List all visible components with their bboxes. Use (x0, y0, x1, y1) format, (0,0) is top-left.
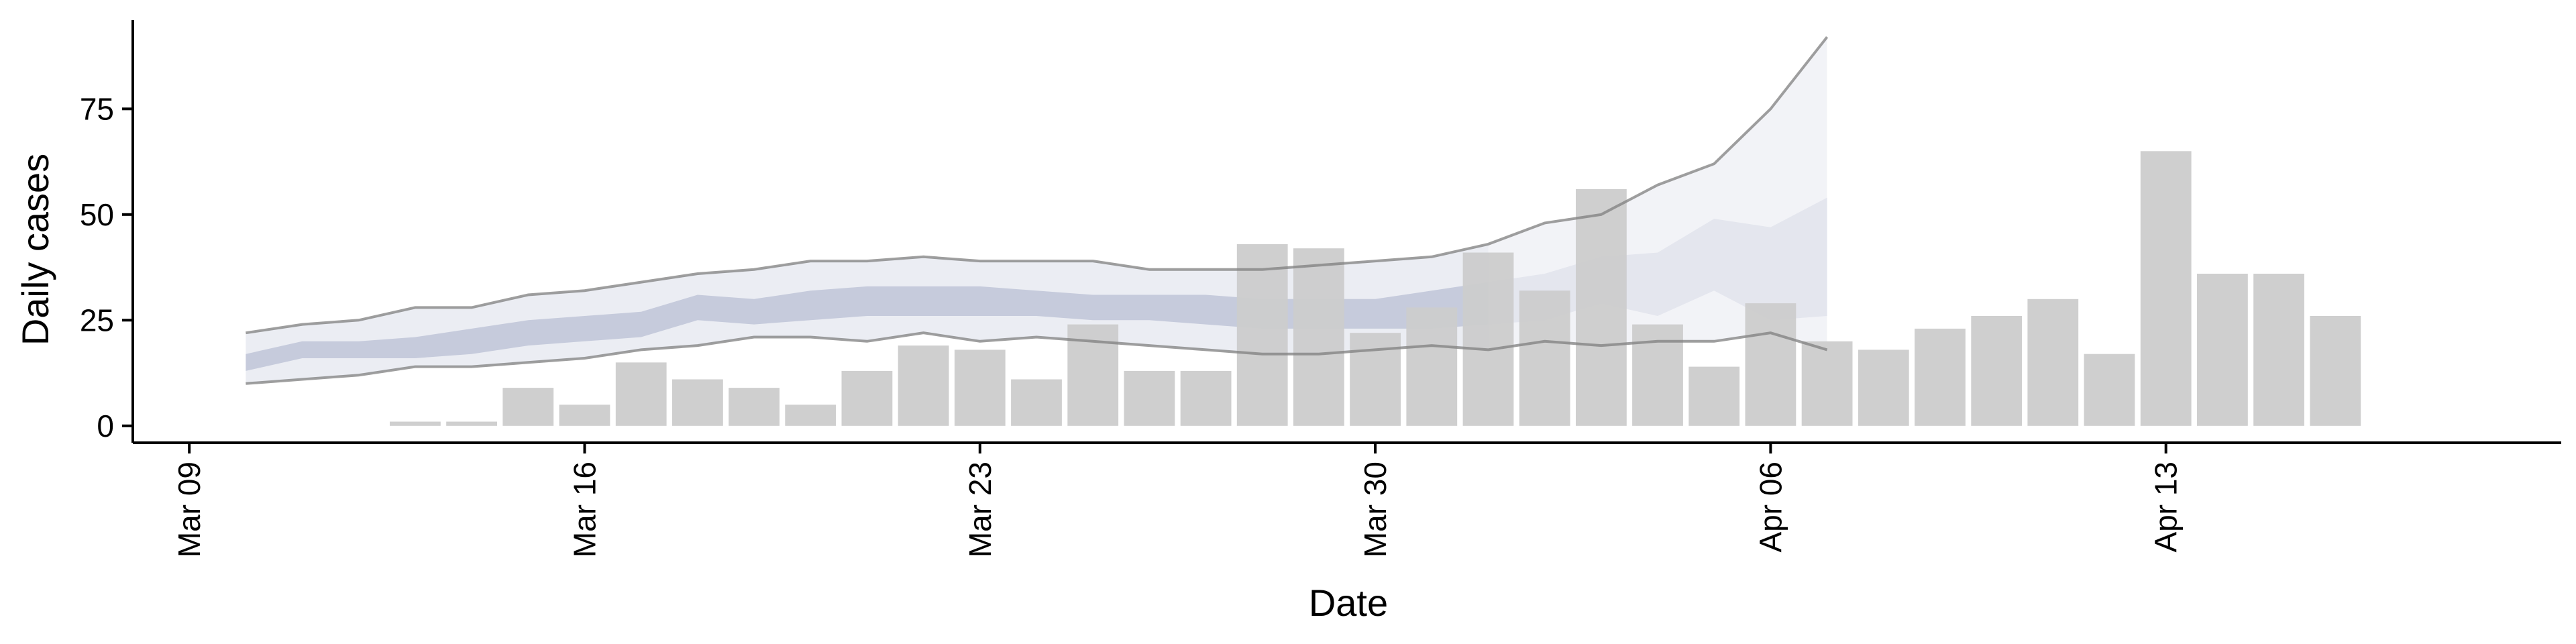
bar (954, 350, 1006, 426)
bar (2310, 316, 2361, 426)
bar (841, 370, 893, 426)
bar (1180, 370, 1232, 426)
bar (1293, 248, 1344, 426)
bar (1236, 244, 1288, 426)
y-tick-label: 25 (80, 303, 114, 337)
bar (2140, 151, 2192, 426)
bar (672, 379, 723, 426)
y-tick-label: 75 (80, 91, 114, 126)
bar (1519, 290, 1570, 426)
bar (2253, 274, 2304, 426)
bar (1745, 303, 1796, 426)
inner-interval-band-forecast (1488, 197, 1827, 325)
bar (2084, 354, 2135, 426)
y-axis-title: Daily cases (14, 154, 56, 345)
interval-lines (246, 36, 1829, 385)
x-tick-label: Mar 30 (1358, 462, 1393, 557)
x-tick-label: Mar 23 (963, 462, 998, 557)
bar (1632, 324, 1683, 426)
bar (729, 388, 780, 426)
x-tick-label: Apr 06 (1753, 462, 1788, 553)
upper-interval-line (246, 36, 1829, 335)
x-tick-label: Apr 13 (2149, 462, 2184, 553)
x-tick-label: Mar 16 (568, 462, 602, 557)
bar (446, 421, 497, 426)
y-tick-label: 0 (97, 409, 114, 443)
bar (1688, 366, 1740, 426)
bar (1971, 316, 2023, 426)
bar (2027, 299, 2079, 426)
reported-bars (390, 151, 2361, 426)
bar (1915, 328, 1966, 426)
axes: 0 25 50 75 Mar 09 Mar 16 Mar 23 Mar 30 Apr 06 Apr… (80, 20, 2561, 557)
bar (502, 388, 554, 426)
bar (898, 345, 949, 426)
bar (1801, 341, 1853, 426)
bar (1576, 189, 1627, 426)
x-tick-label: Mar 09 (172, 462, 207, 557)
bar (2197, 274, 2248, 426)
inner-interval-band (246, 282, 1489, 371)
bar (1462, 252, 1514, 426)
lower-interval-line (246, 331, 1828, 385)
bar (390, 421, 441, 426)
bar (785, 405, 837, 426)
bar (1858, 350, 1909, 426)
y-tick-label: 50 (80, 197, 114, 232)
bar (1350, 333, 1401, 426)
bar (615, 362, 667, 426)
x-axis-title: Date (1309, 582, 1388, 624)
bar (1124, 370, 1175, 426)
estimate-bands (246, 37, 1827, 384)
bar (559, 405, 610, 426)
bar (1406, 307, 1458, 426)
bar (1011, 379, 1062, 426)
